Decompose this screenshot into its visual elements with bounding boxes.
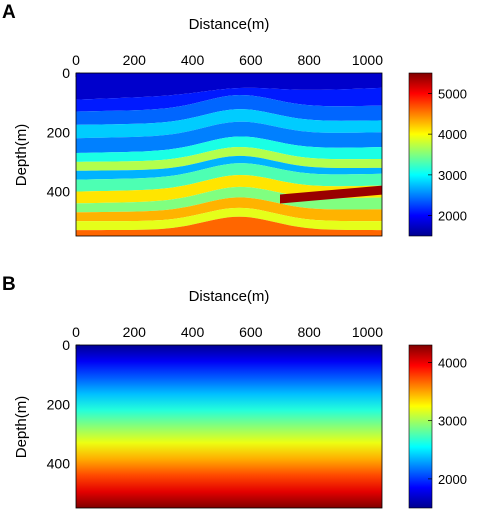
panel-a-frame (75, 72, 383, 237)
colorbar-tick-label: 2000 (438, 472, 467, 487)
y-tick-label: 0 (62, 337, 70, 353)
x-tick-label: 200 (123, 52, 147, 68)
x-tick-label: 800 (297, 52, 321, 68)
velocity-layer (76, 95, 382, 125)
panel-a-colorbar (408, 72, 433, 237)
velocity-layer (76, 146, 382, 171)
velocity-layer (76, 121, 382, 154)
panel-b-colorbar (408, 344, 433, 509)
panel-b-y-title: Depth(m) (13, 396, 30, 459)
y-tick-label: 200 (47, 124, 71, 140)
panel-b-colorbar-ticks: 2000 3000 4000 (428, 355, 467, 487)
panel-a-colorbar-ticks: 2000 3000 4000 5000 (428, 86, 467, 224)
dipping-high-velocity-layer (280, 185, 382, 204)
panel-b-letter: B (2, 274, 16, 295)
x-tick-label: 1000 (352, 52, 383, 68)
colorbar-tick-label: 5000 (438, 86, 467, 101)
velocity-layer (76, 109, 382, 139)
panel-a-x-title: Distance(m) (189, 16, 270, 33)
x-tick-label: 600 (239, 324, 263, 340)
velocity-layer (76, 155, 382, 180)
panel-a-y-ticks: 0 200 400 (47, 65, 80, 200)
velocity-layer (76, 207, 382, 231)
x-tick-label: 0 (72, 324, 80, 340)
panel-b-frame (75, 344, 383, 509)
colorbar-tick-label: 4000 (438, 127, 467, 142)
x-tick-label: 400 (181, 324, 205, 340)
y-tick-label: 200 (47, 396, 71, 412)
panel-b-gradient-field (76, 345, 382, 508)
colorbar-tick-label: 2000 (438, 209, 467, 224)
velocity-layer (76, 87, 382, 112)
panel-b: B Distance(m) Depth(m) 0 200 400 600 800 1000… (2, 274, 467, 509)
panel-b-x-title: Distance(m) (189, 288, 270, 305)
velocity-layer (76, 136, 382, 162)
velocity-layer (76, 73, 382, 100)
x-tick-label: 600 (239, 52, 263, 68)
x-tick-label: 200 (123, 324, 147, 340)
panel-b-y-ticks: 0 200 400 (47, 337, 80, 472)
colorbar-tick-label: 3000 (438, 168, 467, 183)
y-tick-label: 400 (47, 456, 71, 472)
panel-a-plot-area (76, 73, 382, 236)
x-tick-label: 0 (72, 52, 80, 68)
velocity-layer (76, 197, 382, 222)
y-tick-label: 400 (47, 184, 71, 200)
velocity-layer (76, 186, 382, 213)
x-tick-label: 1000 (352, 324, 383, 340)
panel-a: A Distance(m) Depth(m) 0 200 400 600 800 1000… (2, 2, 467, 237)
colorbar-tick-label: 4000 (438, 355, 467, 370)
panel-a-letter: A (2, 2, 16, 23)
velocity-layer (76, 163, 382, 192)
y-tick-label: 0 (62, 65, 70, 81)
velocity-layer (76, 216, 382, 236)
colorbar-tick-label: 3000 (438, 414, 467, 429)
panel-b-x-ticks: 0 200 400 600 800 1000 (72, 324, 383, 349)
panel-a-y-title: Depth(m) (13, 124, 30, 187)
x-tick-label: 400 (181, 52, 205, 68)
x-tick-label: 800 (297, 324, 321, 340)
